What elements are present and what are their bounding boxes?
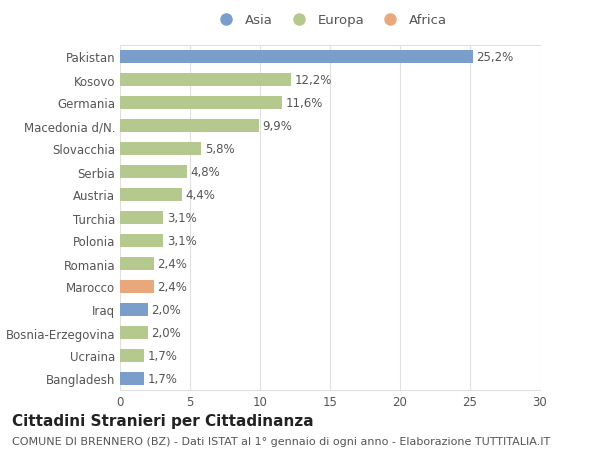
Bar	[120, 143, 201, 156]
Bar	[120, 120, 259, 133]
Text: 12,2%: 12,2%	[294, 74, 332, 87]
Bar	[120, 326, 148, 339]
Bar	[120, 303, 148, 316]
Bar	[120, 166, 187, 179]
Text: 11,6%: 11,6%	[286, 97, 323, 110]
Text: 2,0%: 2,0%	[151, 326, 181, 339]
Bar	[120, 74, 291, 87]
Text: 1,7%: 1,7%	[148, 349, 177, 362]
Bar	[120, 280, 154, 293]
Legend: Asia, Europa, Africa: Asia, Europa, Africa	[208, 9, 452, 33]
Text: 2,0%: 2,0%	[151, 303, 181, 316]
Text: 2,4%: 2,4%	[157, 280, 187, 293]
Text: 4,4%: 4,4%	[185, 189, 215, 202]
Bar	[120, 372, 144, 385]
Text: Cittadini Stranieri per Cittadinanza: Cittadini Stranieri per Cittadinanza	[12, 413, 314, 428]
Text: 3,1%: 3,1%	[167, 235, 197, 247]
Text: COMUNE DI BRENNERO (BZ) - Dati ISTAT al 1° gennaio di ogni anno - Elaborazione T: COMUNE DI BRENNERO (BZ) - Dati ISTAT al …	[12, 436, 550, 446]
Bar	[120, 349, 144, 362]
Text: 1,7%: 1,7%	[148, 372, 177, 385]
Bar	[120, 97, 283, 110]
Text: 3,1%: 3,1%	[167, 212, 197, 224]
Text: 4,8%: 4,8%	[191, 166, 220, 179]
Bar	[120, 212, 163, 224]
Text: 2,4%: 2,4%	[157, 257, 187, 270]
Text: 25,2%: 25,2%	[476, 51, 514, 64]
Bar	[120, 257, 154, 270]
Bar	[120, 189, 182, 202]
Text: 9,9%: 9,9%	[262, 120, 292, 133]
Bar	[120, 235, 163, 247]
Text: 5,8%: 5,8%	[205, 143, 235, 156]
Bar	[120, 51, 473, 64]
